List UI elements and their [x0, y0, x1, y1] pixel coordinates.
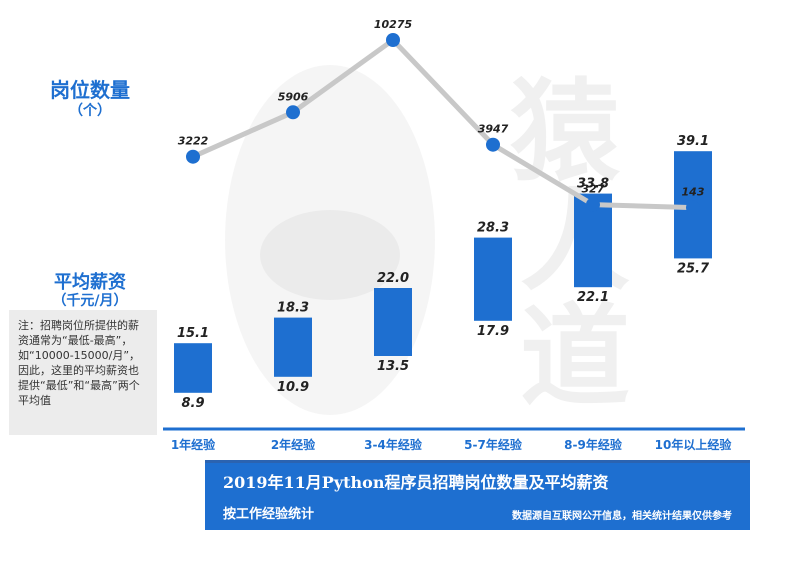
job-count-line: 3222 5906 10275 3947 327 143 — [178, 18, 705, 215]
salary-low-label: 25.7 — [677, 261, 710, 276]
salary-axis-title: 平均薪资 — [54, 272, 126, 293]
chart-subtitle: 按工作经验统计 — [223, 507, 315, 522]
job-count-point — [286, 105, 300, 120]
salary-high-label: 33.8 — [577, 177, 609, 192]
salary-high-label: 39.1 — [677, 134, 709, 149]
watermark-glyph: 道 — [520, 293, 630, 421]
x-axis: 1年经验 2年经验 3-4年经验 5-7年经验 8-9年经验 10年以上经验 — [163, 427, 745, 452]
job-count-label: 143 — [682, 186, 705, 199]
salary-high-label: 18.3 — [277, 301, 309, 316]
job-count-polyline — [191, 37, 694, 211]
salary-bar — [374, 288, 412, 356]
job-count-unit: （个） — [69, 103, 111, 119]
job-count-label: 3222 — [178, 135, 209, 148]
salary-bar — [474, 237, 512, 321]
salary-low-label: 22.1 — [577, 290, 609, 305]
salary-high-label: 15.1 — [177, 326, 209, 341]
job-count-label: 5906 — [278, 90, 309, 103]
x-tick-label: 2年经验 — [271, 437, 316, 452]
salary-high-label: 22.0 — [377, 271, 409, 286]
footer-banner: 2019年11月Python程序员招聘岗位数量及平均薪资 按工作经验统计 数据源… — [205, 460, 750, 530]
job-count-label: 3947 — [478, 123, 509, 136]
x-tick-label: 10年以上经验 — [655, 437, 733, 452]
data-source-note: 数据源自互联网公开信息，相关统计结果仅供参考 — [512, 511, 732, 522]
job-count-point — [486, 137, 500, 152]
salary-bar — [274, 317, 312, 377]
job-count-point — [186, 149, 200, 164]
salary-low-label: 17.9 — [477, 324, 509, 339]
salary-low-label: 10.9 — [277, 380, 309, 395]
salary-low-label: 8.9 — [181, 396, 204, 411]
job-count-axis-title: 岗位数量 — [50, 78, 130, 102]
x-tick-label: 5-7年经验 — [464, 437, 523, 452]
watermark-glyph: 猿 — [510, 68, 621, 196]
job-count-point — [386, 33, 400, 47]
x-tick-label: 3-4年经验 — [364, 437, 423, 452]
job-count-point — [686, 200, 700, 215]
job-count-label: 327 — [582, 183, 605, 196]
salary-unit: （千元/月） — [52, 293, 128, 309]
salary-bar — [174, 343, 212, 393]
job-count-point — [586, 197, 600, 212]
salary-high-label: 28.3 — [477, 221, 509, 236]
job-count-label: 10275 — [374, 18, 413, 31]
chart-title: 2019年11月Python程序员招聘岗位数量及平均薪资 — [223, 473, 609, 492]
x-tick-label: 1年经验 — [171, 437, 216, 452]
watermark-face-detail — [260, 210, 400, 300]
salary-low-label: 13.5 — [377, 359, 409, 374]
salary-note: 注：招聘岗位所提供的薪资通常为“最低-最高”，如“10000-15000/月”，… — [9, 310, 157, 435]
x-tick-label: 8-9年经验 — [564, 437, 623, 452]
